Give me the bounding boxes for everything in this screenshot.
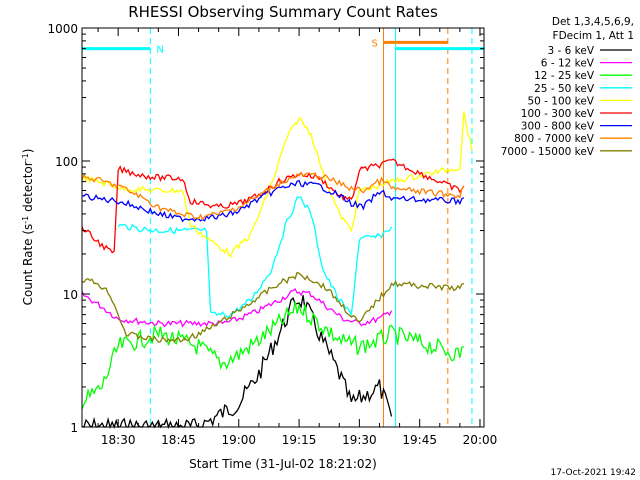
series-line-2 [81,301,464,410]
y-tick-label-3: 1000 [47,22,78,36]
legend-header-1: Det 1,3,4,5,6,9, [552,16,634,28]
legend-header-2: FDecim 1, Att 1 [553,30,634,42]
y-tick-label-0: 1 [70,421,78,435]
x-axis-label: Start Time (31-Jul-02 18:21:02) [189,457,377,471]
footer-timestamp: 17-Oct-2021 19:42 [551,468,636,478]
series-line-5 [81,158,465,254]
x-tick-label-2: 19:00 [221,433,256,447]
x-tick-label-4: 19:30 [342,433,377,447]
legend-label-0: 3 - 6 keV [547,45,594,57]
segment-label-2: S [372,38,378,49]
legend-label-2: 12 - 25 keV [534,70,595,82]
legend-label-3: 25 - 50 keV [534,83,595,95]
series-line-1 [81,287,393,328]
legend-label-4: 50 - 100 keV [527,95,594,107]
y-tick-label-2: 100 [55,155,78,169]
legend-label-7: 800 - 7000 keV [514,133,595,145]
segment-label-0: N [156,45,163,56]
series-line-7 [81,171,465,221]
series-line-0 [81,295,393,430]
series-line-8 [81,271,465,343]
plot-frame [81,27,485,428]
legend-label-6: 300 - 800 keV [521,121,595,133]
legend-label-8: 7000 - 15000 keV [501,146,595,158]
x-tick-label-5: 19:45 [402,433,437,447]
x-tick-label-1: 18:45 [161,433,196,447]
legend-label-5: 100 - 300 keV [521,108,595,120]
y-tick-label-1: 10 [63,288,78,302]
legend-label-1: 6 - 12 keV [541,58,595,70]
y-axis-label: Count Rate (s-1 detector-1) [21,149,35,306]
chart-title: RHESSI Observing Summary Count Rates [128,3,438,21]
series-line-4 [81,111,473,259]
series-line-3 [117,196,393,319]
x-tick-label-6: 20:00 [463,433,498,447]
series-line-6 [81,179,465,223]
x-tick-label-0: 18:30 [101,433,136,447]
x-tick-label-3: 19:15 [282,433,317,447]
